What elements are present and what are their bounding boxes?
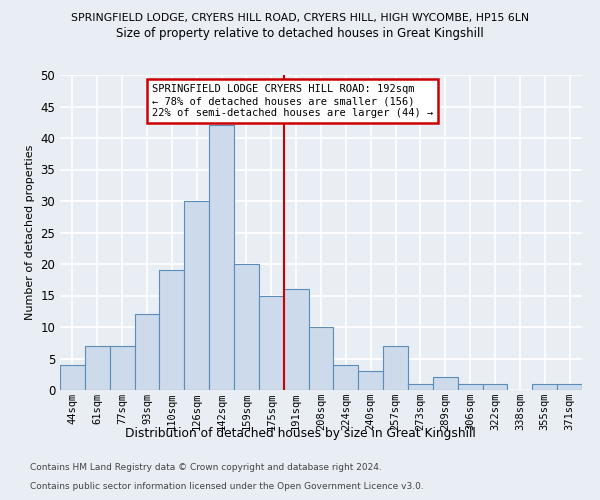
- Bar: [160, 270, 184, 390]
- Bar: [458, 384, 482, 390]
- Bar: [557, 384, 582, 390]
- Bar: [259, 296, 284, 390]
- Bar: [85, 346, 110, 390]
- Bar: [358, 371, 383, 390]
- Bar: [334, 365, 358, 390]
- Bar: [482, 384, 508, 390]
- Bar: [433, 378, 458, 390]
- Bar: [60, 365, 85, 390]
- Bar: [234, 264, 259, 390]
- Text: Contains public sector information licensed under the Open Government Licence v3: Contains public sector information licen…: [30, 482, 424, 491]
- Bar: [110, 346, 134, 390]
- Text: Distribution of detached houses by size in Great Kingshill: Distribution of detached houses by size …: [125, 428, 475, 440]
- Bar: [383, 346, 408, 390]
- Bar: [284, 289, 308, 390]
- Bar: [532, 384, 557, 390]
- Text: Size of property relative to detached houses in Great Kingshill: Size of property relative to detached ho…: [116, 28, 484, 40]
- Text: SPRINGFIELD LODGE, CRYERS HILL ROAD, CRYERS HILL, HIGH WYCOMBE, HP15 6LN: SPRINGFIELD LODGE, CRYERS HILL ROAD, CRY…: [71, 12, 529, 22]
- Bar: [408, 384, 433, 390]
- Text: Contains HM Land Registry data © Crown copyright and database right 2024.: Contains HM Land Registry data © Crown c…: [30, 464, 382, 472]
- Text: SPRINGFIELD LODGE CRYERS HILL ROAD: 192sqm
← 78% of detached houses are smaller : SPRINGFIELD LODGE CRYERS HILL ROAD: 192s…: [152, 84, 433, 117]
- Bar: [308, 327, 334, 390]
- Bar: [184, 201, 209, 390]
- Bar: [134, 314, 160, 390]
- Bar: [209, 126, 234, 390]
- Y-axis label: Number of detached properties: Number of detached properties: [25, 145, 35, 320]
